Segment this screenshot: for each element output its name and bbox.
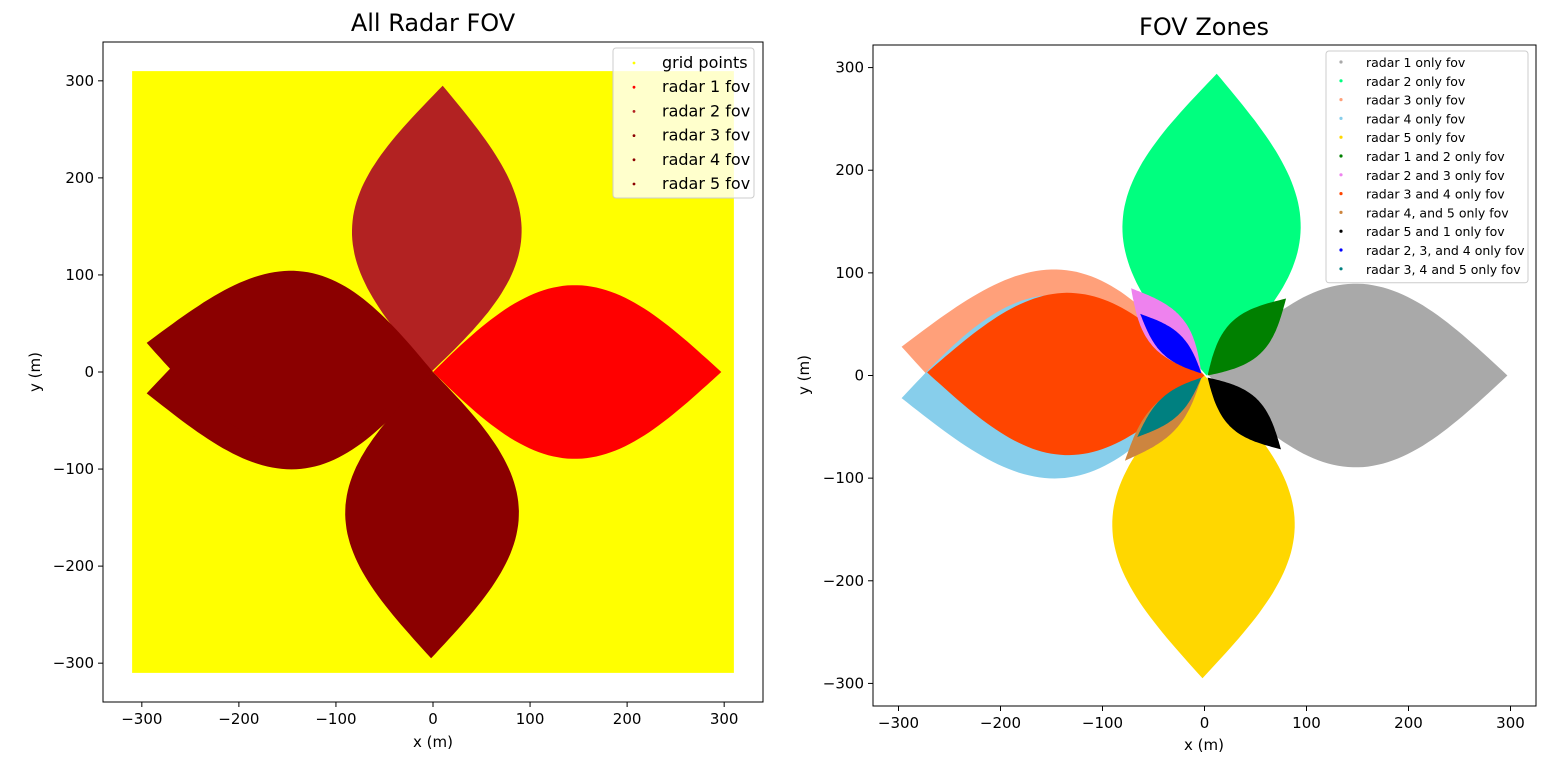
y-tick-label: 300: [835, 59, 864, 77]
legend: grid points radar 1 fov radar 2 fov radar 3…: [612, 47, 755, 199]
radar-5-fov-region: [345, 372, 519, 659]
x-tick-label: −200: [980, 714, 1021, 732]
x-tick-label: −300: [878, 714, 919, 732]
x-tick-label: 300: [1496, 714, 1525, 732]
legend-marker-radar-3-only-fov: [1339, 98, 1343, 102]
radar-5-and-1-only-fov-region: [1207, 377, 1281, 450]
x-tick-label: 100: [1292, 714, 1321, 732]
legend-marker-radar-5-only-fov: [1339, 135, 1343, 139]
x-tick-label: 0: [1200, 714, 1210, 732]
x-ticks: −300 −200 −100 0 100 200 300: [121, 702, 738, 728]
y-ticks: −300 −200 −100 0 100 200 300: [823, 59, 873, 692]
legend-label-radar-3-4-and-5-only-fov: radar 3, 4 and 5 only fov: [1366, 262, 1521, 277]
legend-label-radar-5-and-1-only-fov: radar 5 and 1 only fov: [1366, 224, 1505, 239]
legend-label-radar-1-and-2-only-fov: radar 1 and 2 only fov: [1366, 149, 1505, 164]
legend-marker-radar-2-only-fov: [1339, 79, 1343, 83]
y-tick-label: 200: [65, 169, 94, 187]
radar-3-and-4-only-fov-region: [927, 292, 1205, 456]
legend-label-radar-3-only-fov: radar 3 only fov: [1366, 93, 1466, 108]
y-tick-label: −300: [823, 674, 864, 692]
radar-5-only-fov-region: [1112, 375, 1295, 679]
legend-label-radar-4-and-5-only-fov: radar 4, and 5 only fov: [1366, 205, 1509, 220]
x-tick-label: 200: [613, 710, 642, 728]
radar-3-4-and-5-only-fov-region: [1137, 377, 1202, 438]
x-axis-label: x (m): [413, 733, 453, 751]
x-axis-label: x (m): [1184, 736, 1224, 754]
legend-marker-radar-1-fov: [632, 85, 636, 89]
y-tick-label: 100: [65, 266, 94, 284]
plot-area: [901, 73, 1508, 679]
legend-label-radar-2-fov: radar 2 fov: [662, 101, 750, 120]
legend-marker-radar-5-and-1-only-fov: [1339, 229, 1343, 233]
radar-3-fov-region: [146, 270, 433, 445]
x-tick-label: −100: [1082, 714, 1123, 732]
legend-marker-radar-5-fov: [632, 182, 636, 186]
chart-title: All Radar FOV: [351, 9, 516, 37]
legend-marker-radar-2-3-and-4-only-fov: [1339, 248, 1343, 252]
legend-marker-radar-2-and-3-only-fov: [1339, 173, 1343, 177]
legend-marker-radar-4-only-fov: [1339, 116, 1343, 120]
legend-marker-radar-4-and-5-only-fov: [1339, 210, 1343, 214]
x-ticks: −300 −200 −100 0 100 200 300: [878, 706, 1525, 732]
legend-box: [1325, 50, 1529, 284]
legend-label-radar-3-and-4-only-fov: radar 3 and 4 only fov: [1366, 187, 1505, 202]
chart-all-radar-fov: All Radar FOV −300 −200 −100 0 100 200 300 −30…: [26, 9, 764, 751]
radar-2-3-and-4-only-fov-region: [1140, 313, 1202, 374]
radar-1-only-fov-region: [1208, 283, 1508, 468]
legend-marker-radar-3-4-and-5-only-fov: [1339, 267, 1343, 271]
x-tick-label: 0: [428, 710, 438, 728]
legend-marker-radar-3-and-4-only-fov: [1339, 192, 1343, 196]
legend-marker-radar-3-fov: [632, 134, 636, 138]
y-tick-label: −200: [823, 572, 864, 590]
legend-label-radar-2-only-fov: radar 2 only fov: [1366, 74, 1466, 89]
legend-label-grid-points: grid points: [662, 53, 748, 72]
y-axis-label: y (m): [26, 352, 44, 392]
y-tick-label: 100: [835, 264, 864, 282]
y-ticks: −300 −200 −100 0 100 200 300: [53, 72, 103, 672]
y-tick-label: 0: [854, 367, 864, 385]
chart-title: FOV Zones: [1139, 13, 1269, 41]
legend-marker-radar-1-and-2-only-fov: [1339, 154, 1343, 158]
legend: radar 1 only fov radar 2 only fov radar 3 …: [1325, 50, 1529, 284]
radar-1-fov-region: [433, 285, 722, 459]
chart-fov-zones: FOV Zones −300 −200 −100 0 100 200 300 −300 −20…: [795, 13, 1537, 754]
y-tick-label: −300: [53, 654, 94, 672]
x-tick-label: 300: [710, 710, 739, 728]
legend-box: [612, 47, 755, 199]
y-tick-label: 200: [835, 161, 864, 179]
legend-label-radar-1-fov: radar 1 fov: [662, 77, 750, 96]
y-axis-label: y (m): [795, 355, 813, 395]
y-tick-label: −100: [53, 460, 94, 478]
legend-marker-radar-2-fov: [632, 110, 636, 113]
legend-label-radar-4-fov: radar 4 fov: [662, 150, 750, 169]
legend-marker-radar-4-fov: [632, 158, 636, 162]
x-tick-label: 100: [516, 710, 545, 728]
radar-2-fov-region: [352, 85, 522, 372]
x-tick-label: 200: [1394, 714, 1423, 732]
legend-label-radar-3-fov: radar 3 fov: [662, 126, 750, 145]
legend-label-radar-2-3-and-4-only-fov: radar 2, 3, and 4 only fov: [1366, 243, 1525, 258]
legend-label-radar-2-and-3-only-fov: radar 2 and 3 only fov: [1366, 168, 1505, 183]
radar-2-only-fov-region: [1122, 73, 1301, 376]
x-tick-label: −300: [121, 710, 162, 728]
radar-1-and-2-only-fov-region: [1207, 298, 1287, 376]
y-tick-label: 300: [65, 72, 94, 90]
x-tick-label: −200: [218, 710, 259, 728]
legend-label-radar-5-fov: radar 5 fov: [662, 174, 750, 193]
y-tick-label: −200: [53, 557, 94, 575]
legend-label-radar-1-only-fov: radar 1 only fov: [1366, 55, 1466, 70]
legend-label-radar-4-only-fov: radar 4 only fov: [1366, 111, 1466, 126]
legend-marker-radar-1-only-fov: [1339, 60, 1343, 64]
y-tick-label: 0: [84, 363, 94, 381]
x-tick-label: −100: [315, 710, 356, 728]
legend-label-radar-5-only-fov: radar 5 only fov: [1366, 130, 1466, 145]
legend-marker-grid-points: [632, 61, 636, 65]
y-tick-label: −100: [823, 469, 864, 487]
